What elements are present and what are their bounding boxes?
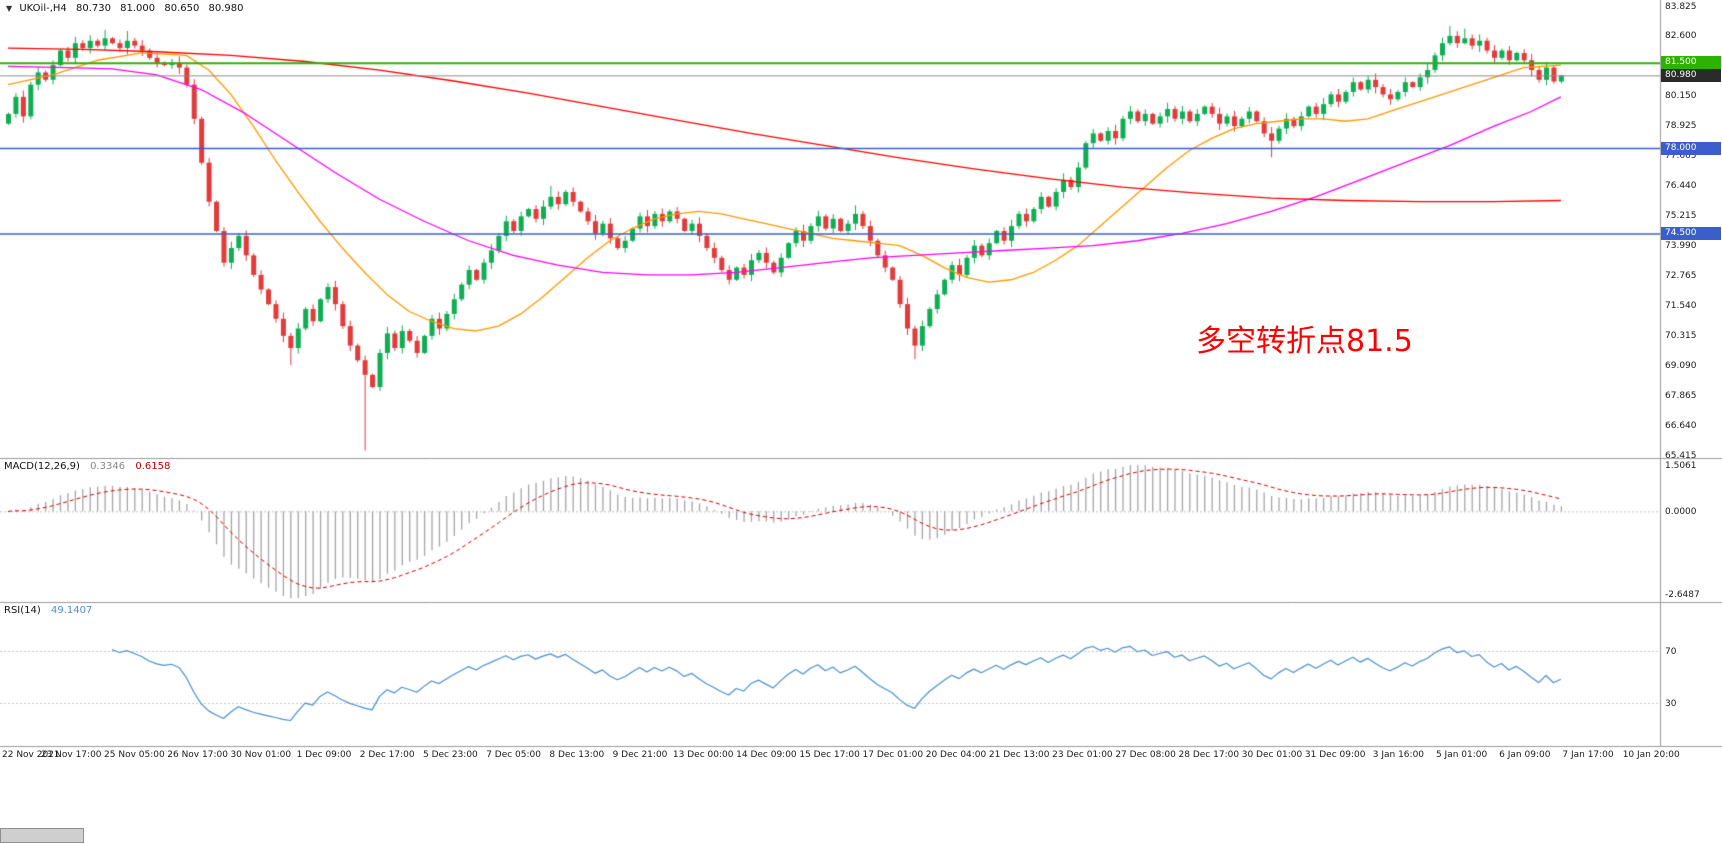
rsi-header: RSI(14) 49.1407 <box>4 605 99 616</box>
ohlc-high: 81.000 <box>120 3 156 14</box>
price-tag-blue-level-745: 74.500 <box>1661 226 1721 240</box>
price-tag-green-level: 81.500 <box>1661 56 1721 70</box>
window-corner-bar <box>0 828 84 843</box>
rsi-label: RSI(14) <box>4 605 41 616</box>
chart-title: ▼ UKOil-,H4 80.730 81.000 80.650 80.980 <box>6 3 250 14</box>
rsi-value: 49.1407 <box>50 605 93 616</box>
ohlc-open: 80.730 <box>75 3 111 14</box>
macd-main-value: 0.3346 <box>90 461 126 472</box>
macd-signal-value: 0.6158 <box>135 461 171 472</box>
ohlc-close: 80.980 <box>208 3 244 14</box>
ohlc-low: 80.650 <box>164 3 200 14</box>
price-tag-current: 80.980 <box>1661 68 1721 82</box>
annotation-text[interactable]: 多空转折点81.5 <box>1196 324 1413 359</box>
price-tag-blue-level-78: 78.000 <box>1661 141 1721 155</box>
macd-label: MACD(12,26,9) <box>4 461 80 472</box>
symbol-timeframe: UKOil-,H4 <box>19 3 67 14</box>
macd-header: MACD(12,26,9) 0.3346 0.6158 <box>4 461 177 472</box>
one-click-trading-icon[interactable]: ▼ <box>6 4 13 13</box>
